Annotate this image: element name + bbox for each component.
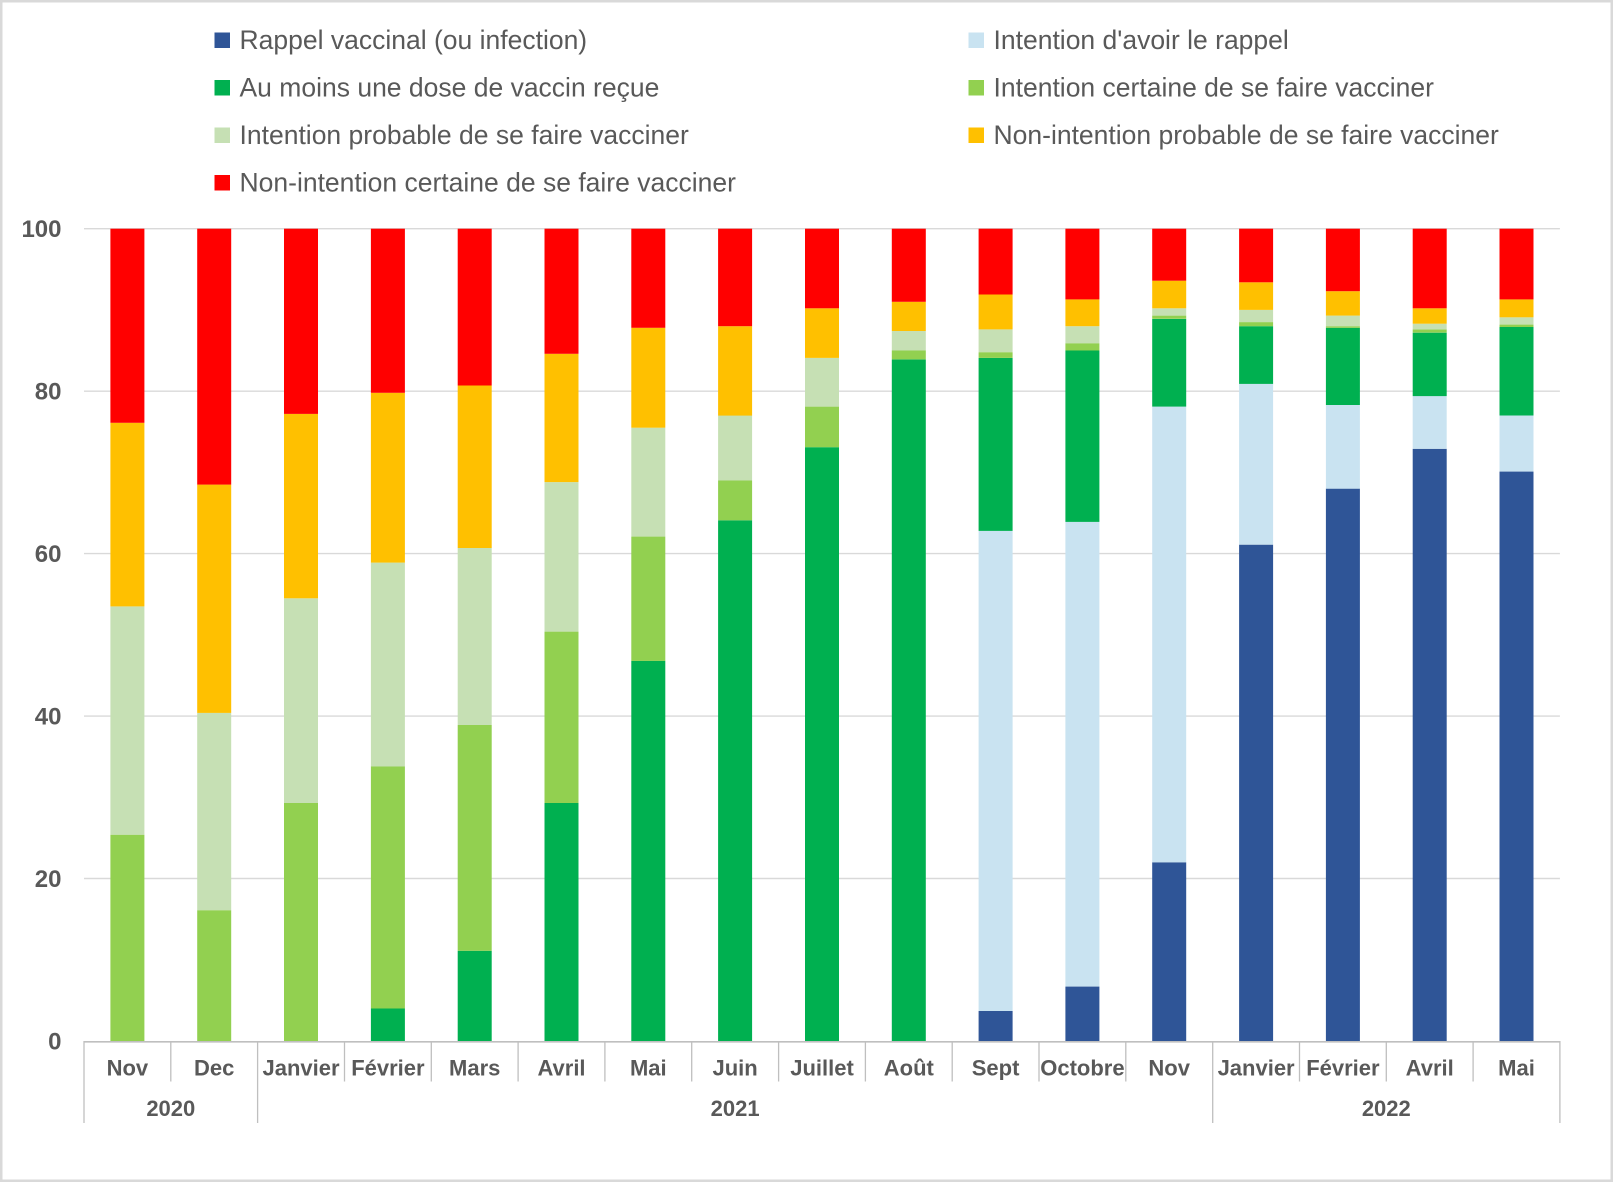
svg-text:2022: 2022 [1362, 1096, 1411, 1121]
svg-text:Janvier: Janvier [262, 1056, 339, 1081]
svg-text:Janvier: Janvier [1218, 1056, 1295, 1081]
svg-text:Août: Août [884, 1056, 935, 1081]
svg-text:60: 60 [35, 541, 62, 568]
svg-text:80: 80 [35, 379, 62, 406]
svg-text:Rappel vaccinal (ou infection): Rappel vaccinal (ou infection) [240, 25, 588, 55]
svg-text:Avril: Avril [1406, 1056, 1454, 1081]
svg-text:Avril: Avril [537, 1056, 585, 1081]
svg-text:Février: Février [351, 1056, 425, 1081]
svg-text:Février: Février [1306, 1056, 1380, 1081]
svg-text:Intention d'avoir le rappel: Intention d'avoir le rappel [994, 25, 1289, 55]
svg-text:40: 40 [35, 704, 62, 731]
svg-text:Intention probable de se faire: Intention probable de se faire vacciner [240, 120, 689, 150]
svg-text:Octobre: Octobre [1040, 1056, 1124, 1081]
svg-text:100: 100 [21, 216, 61, 243]
svg-text:Dec: Dec [194, 1056, 234, 1081]
svg-text:Non-intention certaine de se f: Non-intention certaine de se faire vacci… [240, 167, 737, 197]
svg-text:Non-intention probable de se f: Non-intention probable de se faire vacci… [994, 120, 1499, 150]
svg-text:20: 20 [35, 866, 62, 893]
svg-text:Juin: Juin [712, 1056, 757, 1081]
svg-text:Mai: Mai [630, 1056, 667, 1081]
svg-text:Sept: Sept [972, 1056, 1020, 1081]
svg-text:Mai: Mai [1498, 1056, 1535, 1081]
svg-text:Mars: Mars [449, 1056, 500, 1081]
svg-text:Juillet: Juillet [790, 1056, 854, 1081]
svg-text:Nov: Nov [107, 1056, 149, 1081]
svg-text:2021: 2021 [711, 1096, 760, 1121]
svg-text:Nov: Nov [1148, 1056, 1190, 1081]
svg-text:2020: 2020 [146, 1096, 195, 1121]
svg-text:0: 0 [48, 1029, 61, 1056]
svg-text:Au moins une dose de vaccin re: Au moins une dose de vaccin reçue [240, 72, 660, 102]
svg-text:Intention certaine de se faire: Intention certaine de se faire vacciner [994, 72, 1435, 102]
